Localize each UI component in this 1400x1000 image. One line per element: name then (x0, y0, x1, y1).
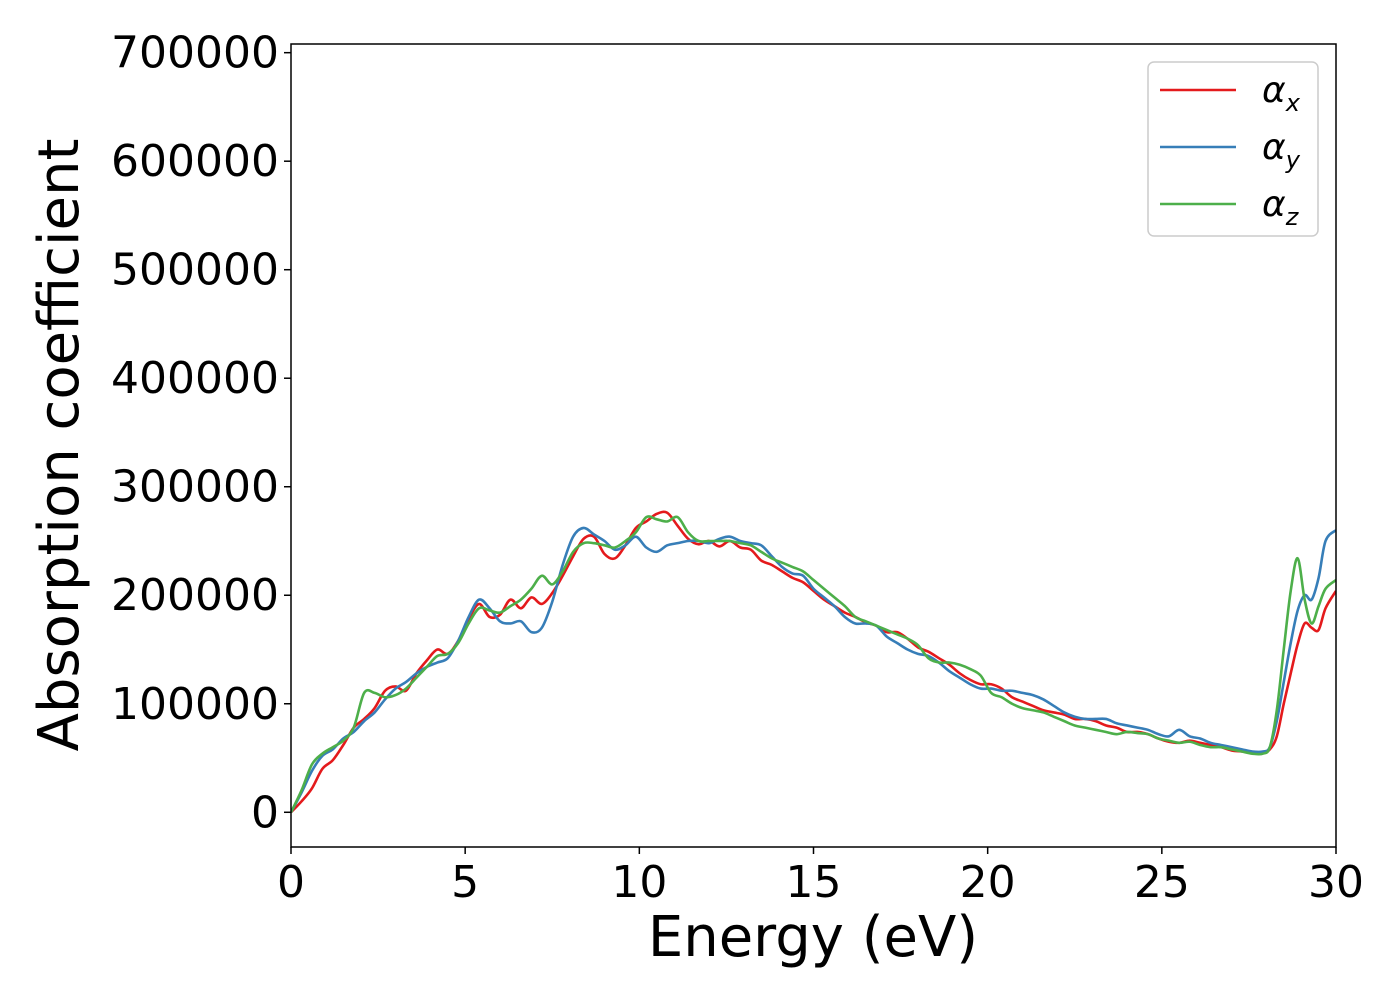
x-tick-label: 25 (1134, 857, 1190, 908)
x-tick-label: 30 (1308, 857, 1364, 908)
legend-frame (1147, 61, 1319, 237)
legend: αx αy αz (1147, 61, 1319, 237)
series-line-alpha-y (291, 526, 1336, 813)
x-axis-title: Energy (eV) (648, 905, 978, 970)
x-tick-label: 10 (611, 857, 667, 908)
y-tick-label: 600000 (111, 136, 279, 187)
y-ticks: 0 100000 200000 300000 400000 500000 600000 700… (111, 28, 291, 838)
y-tick-label: 0 (251, 787, 279, 838)
legend-label-alpha-y: αy (1262, 127, 1301, 174)
x-tick-label: 0 (277, 857, 305, 908)
y-tick-label: 200000 (111, 570, 279, 621)
y-tick-label: 700000 (111, 28, 279, 79)
y-tick-label: 400000 (111, 353, 279, 404)
x-tick-label: 15 (786, 857, 842, 908)
legend-items: αx αy αz (1160, 70, 1301, 231)
series-line-alpha-z (291, 515, 1336, 813)
x-tick-label: 20 (960, 857, 1016, 908)
y-axis-title: Absorption coefficient (27, 139, 92, 752)
legend-label-alpha-x: αx (1262, 70, 1301, 117)
x-tick-label: 5 (451, 857, 479, 908)
x-ticks: 0 5 10 15 20 25 30 (277, 847, 1364, 908)
legend-label-alpha-z: αz (1262, 184, 1300, 231)
y-tick-label: 100000 (111, 679, 279, 730)
y-tick-label: 300000 (111, 462, 279, 513)
y-tick-label: 500000 (111, 245, 279, 296)
series-layer (291, 510, 1336, 814)
